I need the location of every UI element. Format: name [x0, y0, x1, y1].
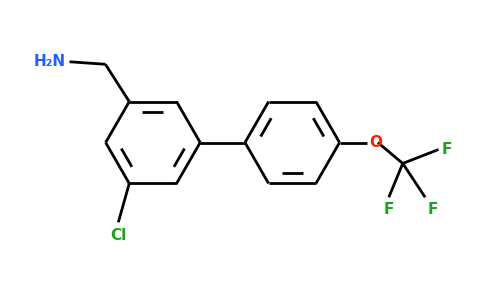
- Text: F: F: [441, 142, 452, 157]
- Text: H₂N: H₂N: [33, 54, 65, 69]
- Text: Cl: Cl: [110, 228, 126, 243]
- Text: O: O: [369, 135, 382, 150]
- Text: F: F: [427, 202, 438, 217]
- Text: F: F: [384, 202, 394, 217]
